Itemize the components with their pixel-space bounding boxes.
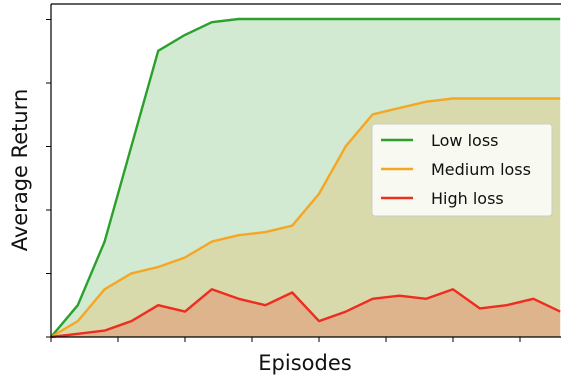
axis-ticks — [46, 19, 521, 342]
legend-box — [371, 123, 553, 217]
line-high-loss — [50, 288, 561, 339]
x-axis-title: Episodes — [258, 351, 351, 375]
area-low-loss — [51, 19, 561, 337]
line-low-loss — [50, 17, 561, 338]
legend-label-high-loss: High loss — [431, 189, 504, 208]
legend-label-medium-loss: Medium loss — [431, 160, 531, 179]
y-axis-title: Average Return — [8, 89, 32, 252]
series-lines — [50, 17, 561, 339]
legend-label-low-loss: Low loss — [431, 131, 499, 150]
area-high-loss — [51, 289, 561, 337]
legend: Low loss Medium loss High loss — [371, 123, 553, 217]
line-medium-loss — [50, 97, 561, 339]
